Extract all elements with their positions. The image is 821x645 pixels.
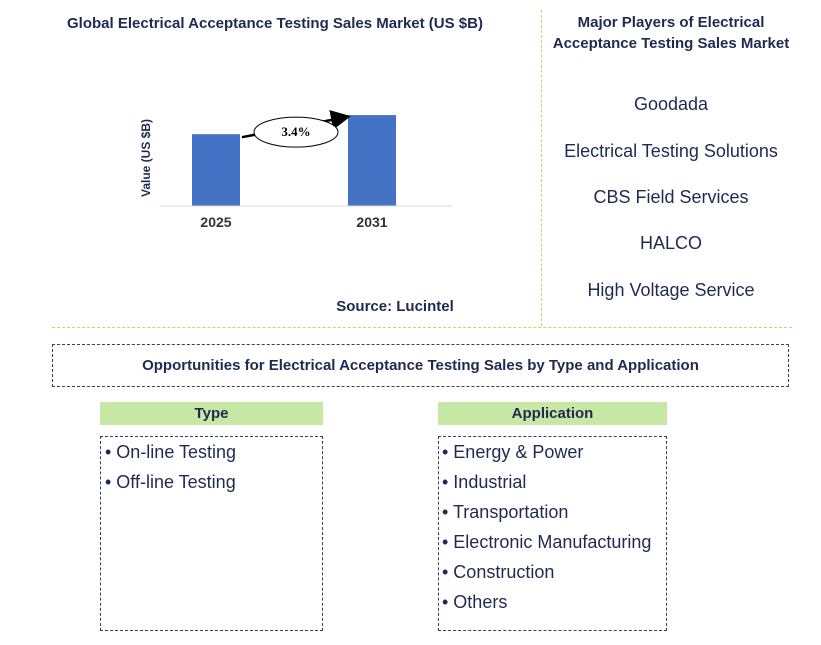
application-list: • Energy & Power • Industrial • Transpor…: [438, 436, 667, 631]
x-tick-label: 2031: [356, 214, 387, 230]
x-tick-label: 2025: [200, 214, 231, 230]
type-header: Type: [100, 402, 323, 425]
player-item: CBS Field Services: [593, 187, 749, 207]
application-item: • Construction: [442, 562, 555, 582]
horizontal-divider: [52, 327, 792, 328]
application-item: • Others: [442, 592, 508, 612]
application-item: • Transportation: [442, 502, 569, 522]
player-item: Electrical Testing Solutions: [564, 141, 778, 161]
player-item: Goodada: [633, 94, 709, 114]
application-header: Application: [438, 402, 667, 425]
y-axis-label: Value (US $B): [139, 119, 153, 197]
application-item: • Industrial: [442, 472, 527, 492]
players-title: Major Players of Electrical Acceptance T…: [552, 14, 790, 52]
growth-rate-bubble: [253, 116, 339, 148]
application-item: • Electronic Manufacturing: [442, 532, 652, 552]
chart-title: Global Electrical Acceptance Testing Sal…: [67, 15, 483, 32]
player-item: HALCO: [639, 233, 702, 253]
opportunities-title: Opportunities for Electrical Acceptance …: [52, 344, 789, 387]
bar-2031: [348, 115, 396, 206]
type-item: • Off-line Testing: [105, 472, 236, 492]
application-item: • Energy & Power: [442, 442, 584, 462]
type-list: • On-line Testing • Off-line Testing: [100, 436, 323, 631]
growth-rate-label: 3.4%: [281, 124, 310, 139]
type-item: • On-line Testing: [105, 442, 237, 462]
source-label: Source: Lucintel: [336, 298, 454, 315]
bar-2025: [192, 134, 240, 206]
vertical-divider: [541, 10, 542, 326]
player-item: High Voltage Service: [587, 280, 755, 300]
bar-chart: Value (US $B) 2025 2031 3.4%: [139, 110, 452, 230]
